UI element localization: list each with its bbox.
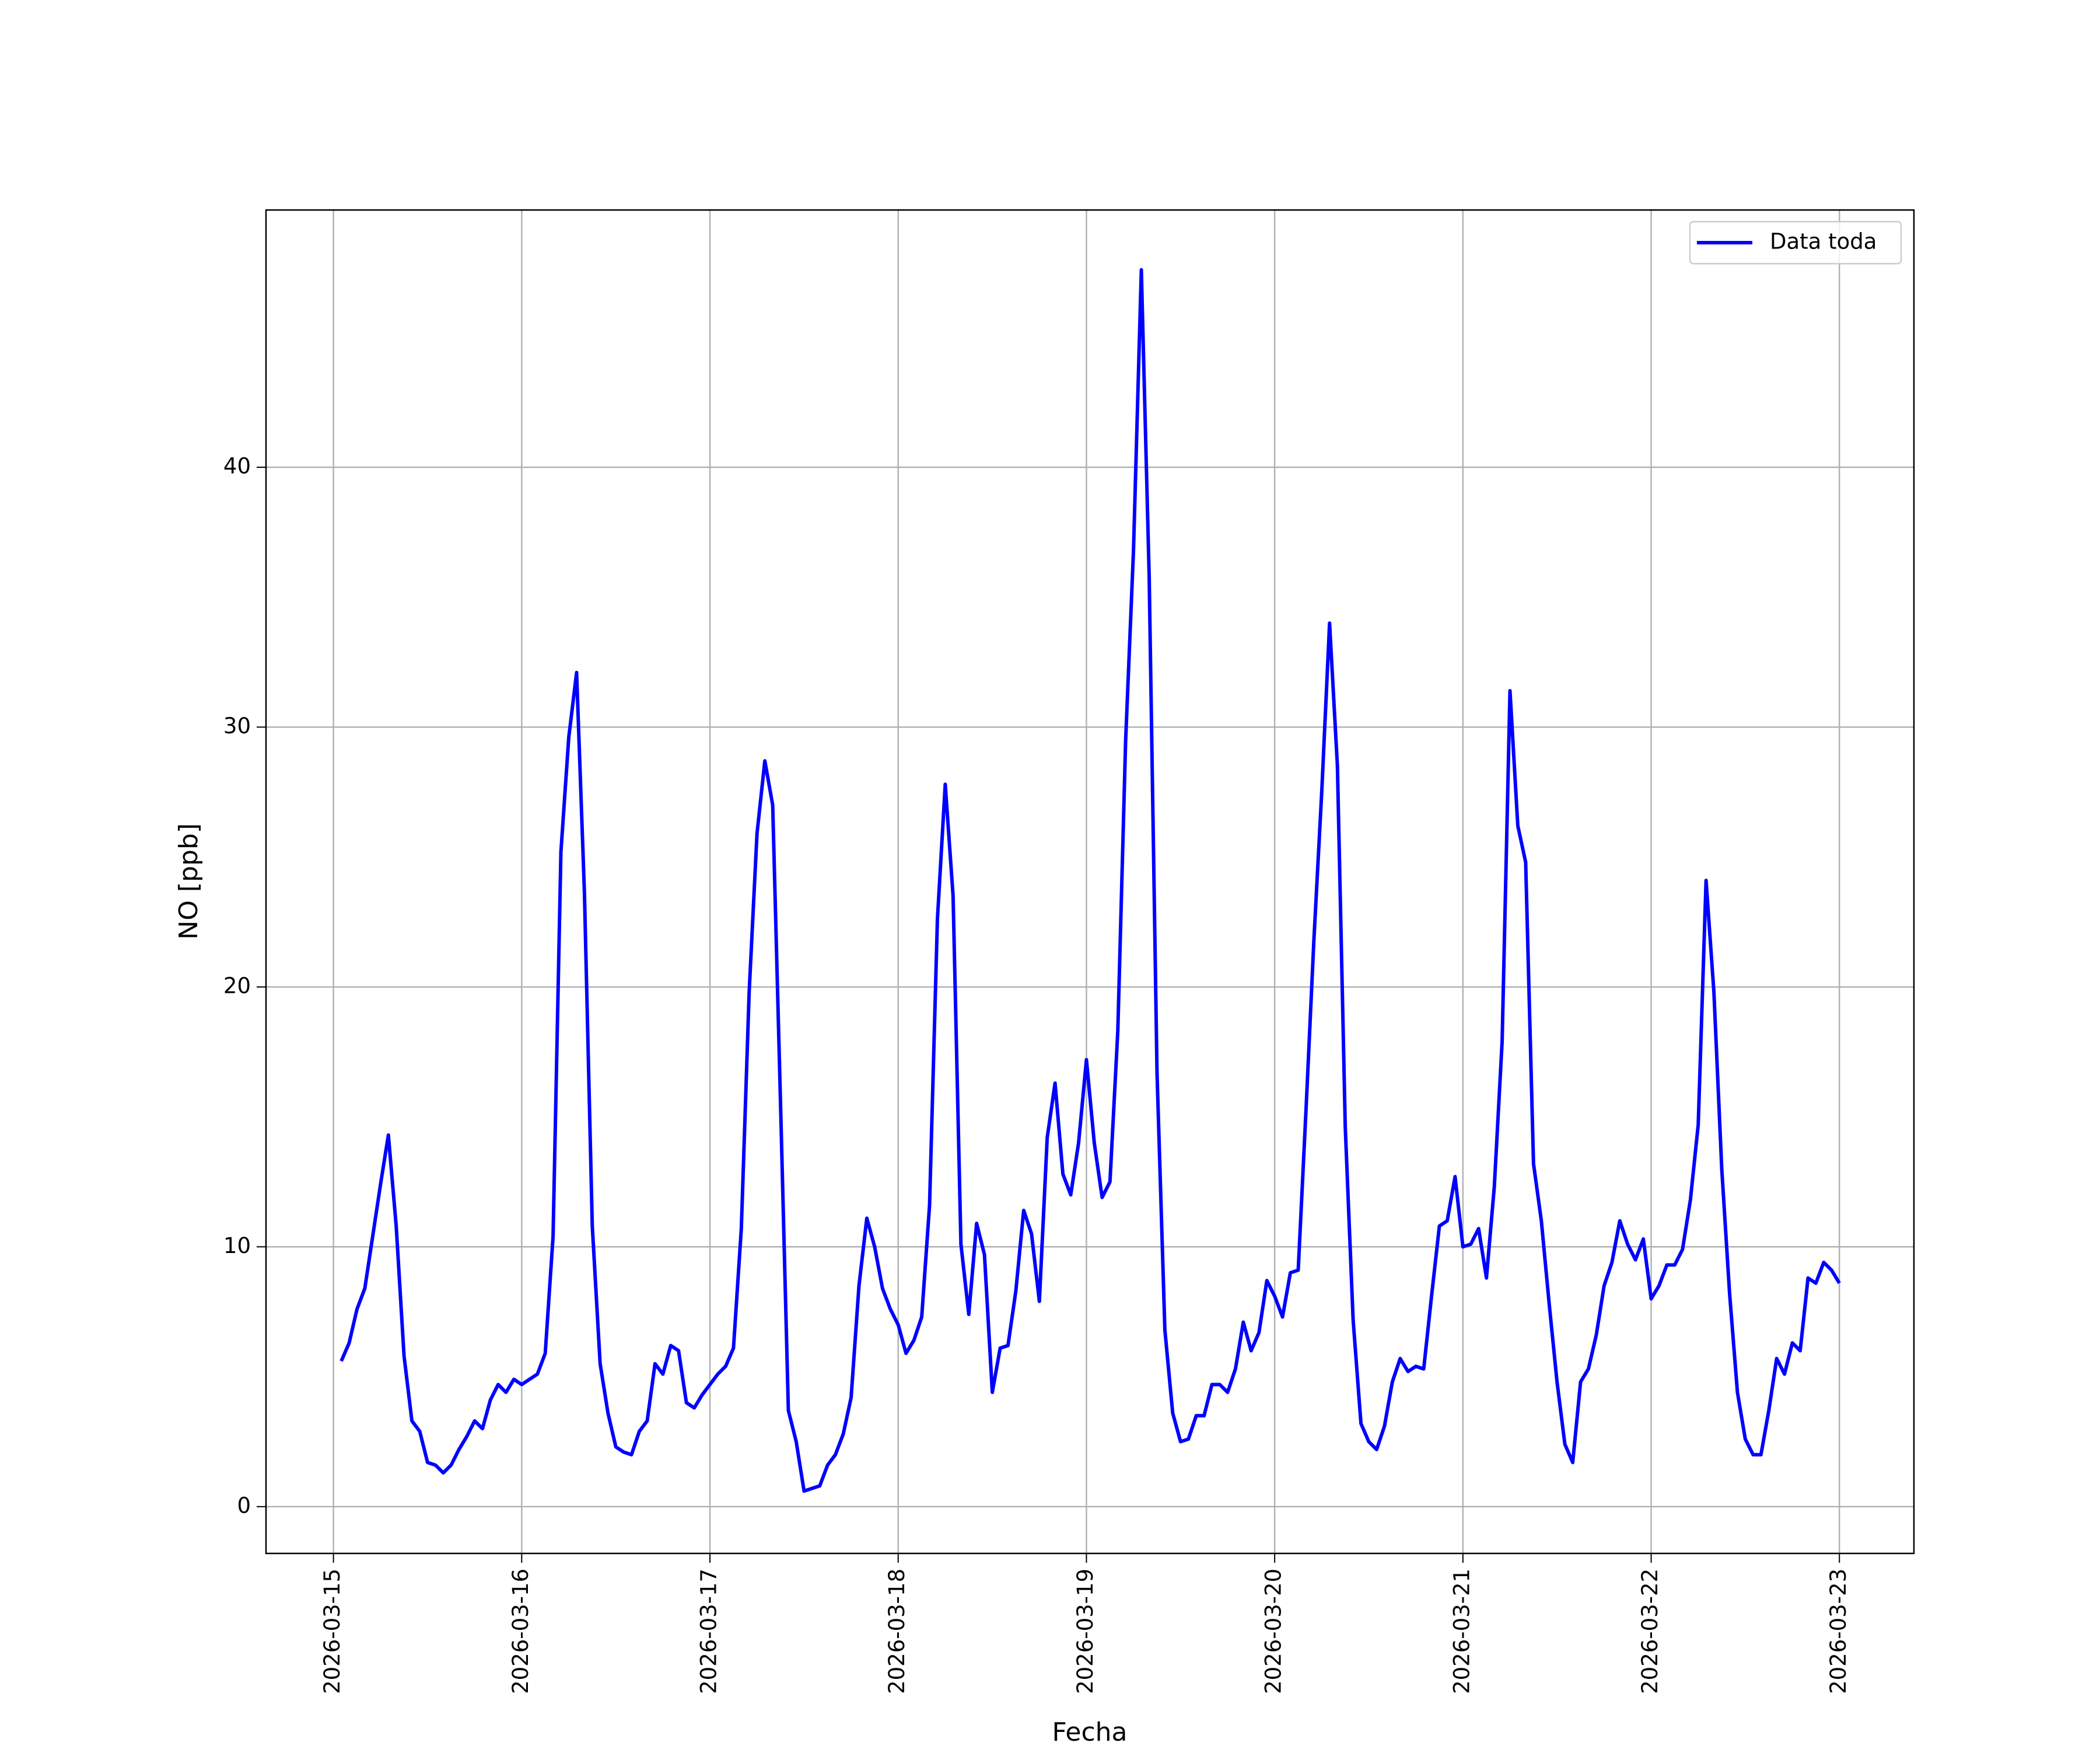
x-tick-label: 2026-03-17 xyxy=(696,1569,722,1694)
y-tick-label: 0 xyxy=(237,1493,251,1518)
legend-label: Data toda xyxy=(1770,229,1877,254)
x-tick-label: 2026-03-22 xyxy=(1637,1569,1662,1694)
y-tick-label: 30 xyxy=(223,713,251,738)
x-tick-label: 2026-03-23 xyxy=(1826,1569,1851,1694)
plot-frame xyxy=(265,209,1915,1555)
x-tick-label: 2026-03-18 xyxy=(884,1569,909,1694)
y-tick-label: 40 xyxy=(223,454,251,479)
legend-box xyxy=(1689,220,1902,265)
x-tick-label: 2026-03-15 xyxy=(320,1569,345,1694)
y-tick-label: 10 xyxy=(223,1233,251,1258)
x-tick-label: 2026-03-19 xyxy=(1073,1569,1098,1694)
data-line xyxy=(340,268,1841,1493)
x-tick-label: 2026-03-21 xyxy=(1449,1569,1474,1694)
x-tick-label: 2026-03-20 xyxy=(1261,1569,1286,1694)
x-tick-label: 2026-03-16 xyxy=(508,1569,533,1694)
y-tick-label: 20 xyxy=(223,973,251,998)
y-axis-label: NO [ppb] xyxy=(174,823,204,940)
x-axis-label: Fecha xyxy=(1052,1717,1127,1747)
